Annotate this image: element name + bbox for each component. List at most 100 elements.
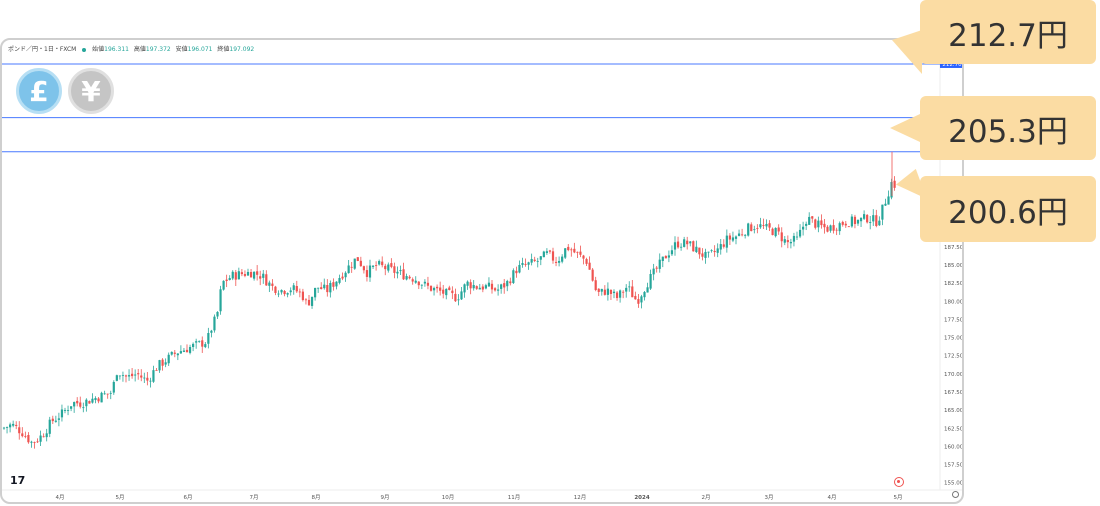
candle-body [878, 220, 881, 226]
candle-body [634, 295, 637, 300]
candle-body [298, 291, 301, 293]
candle-body [667, 255, 670, 258]
callout-205: 205.3円 [890, 96, 1096, 160]
candle-body [478, 287, 481, 290]
candle-body [283, 290, 286, 295]
candle-body [2, 427, 6, 429]
candle-body [722, 244, 725, 247]
candle-body [179, 351, 182, 354]
candle-body [487, 282, 491, 287]
candle-body [869, 222, 872, 224]
candle-body [615, 292, 619, 299]
candle-body [249, 271, 253, 278]
candle-body [439, 287, 442, 291]
candle-body [161, 359, 164, 366]
candle-body [134, 374, 137, 376]
candle-body [204, 344, 207, 348]
candle-body [36, 441, 39, 443]
candle-body [530, 258, 533, 263]
candle-body [234, 272, 237, 280]
candle-body [127, 375, 131, 377]
candle-body [887, 196, 890, 205]
candle-body [628, 286, 631, 288]
candle-body [317, 287, 320, 289]
candle-body [829, 225, 832, 231]
candle-body [808, 216, 811, 225]
x-tick-label: 11月 [508, 494, 521, 501]
candle-body [268, 282, 271, 286]
candle-body [551, 251, 555, 261]
candle-body [597, 288, 600, 292]
candle-body [335, 281, 338, 287]
y-tick-label: 175.000 [944, 336, 964, 342]
candle-body [140, 375, 143, 378]
candle-body [673, 242, 677, 250]
candle-body [890, 182, 893, 198]
candle-body [265, 274, 268, 286]
y-tick-label: 170.000 [944, 372, 964, 378]
low-value: 196.071 [187, 46, 213, 53]
candle-body [670, 250, 674, 255]
candle-body [85, 399, 88, 407]
candle-body [707, 251, 710, 253]
candle-body [509, 281, 512, 284]
candle-body [719, 244, 722, 250]
candle-body [680, 246, 683, 248]
candle-body [466, 281, 469, 286]
candle-body [393, 266, 396, 273]
candle-body [853, 216, 857, 225]
close-value: 197.092 [229, 46, 255, 53]
candle-body [750, 224, 753, 232]
x-tick-label: 3月 [765, 494, 774, 501]
candle-body [777, 227, 780, 232]
high-label: 高値 [133, 46, 146, 53]
candle-body [76, 400, 79, 404]
candle-body [63, 409, 67, 411]
candle-body [432, 287, 436, 291]
candle-body [347, 265, 350, 274]
candle-body [307, 299, 311, 306]
candle-body [841, 221, 844, 225]
candle-body [481, 286, 484, 290]
candle-body [734, 236, 738, 239]
candle-body [436, 286, 439, 289]
yen-coin-icon: ¥ [68, 68, 114, 114]
x-tick-label: 12月 [574, 494, 587, 501]
candle-body [155, 370, 158, 371]
candle-body [457, 299, 460, 301]
candle-body [652, 268, 655, 275]
candle-body [420, 284, 423, 286]
candle-body [378, 261, 381, 265]
candle-body [112, 381, 115, 393]
target-icon[interactable] [894, 477, 904, 487]
candle-body [612, 291, 616, 294]
candle-body [893, 180, 896, 188]
candle-body [426, 282, 430, 286]
candle-body [219, 289, 222, 312]
x-tick-label: 8月 [312, 494, 321, 501]
settings-icon[interactable] [952, 491, 959, 498]
candle-body [118, 375, 121, 377]
candle-body [414, 280, 417, 283]
candle-body [9, 424, 12, 428]
candle-body [567, 246, 570, 251]
candle-body [573, 248, 576, 253]
candle-body [381, 261, 384, 266]
candle-body [353, 258, 356, 269]
y-tick-label: 182.500 [944, 281, 964, 287]
candle-body [280, 289, 283, 293]
candle-body [54, 420, 57, 422]
candle-body [817, 220, 820, 228]
candle-body [545, 251, 548, 253]
candle-body [609, 289, 613, 294]
candle-body [484, 285, 487, 289]
candle-body [490, 283, 494, 290]
y-tick-label: 155.000 [944, 481, 964, 487]
candle-body [149, 380, 152, 382]
candle-body [131, 373, 134, 377]
candle-body [881, 204, 884, 220]
candle-body [237, 271, 240, 280]
candle-body [121, 375, 125, 376]
candle-body [387, 264, 390, 271]
candle-body [137, 373, 140, 375]
